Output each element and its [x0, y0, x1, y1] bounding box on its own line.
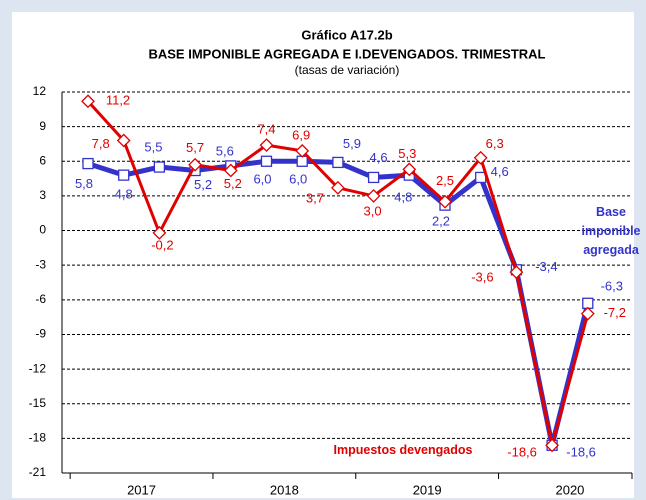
data-label: 6,0	[289, 172, 307, 187]
data-label: 4,8	[115, 187, 133, 202]
x-tick-label: 2020	[555, 482, 584, 497]
chart-title: Gráfico A17.2b	[301, 27, 392, 42]
data-label: 5,8	[75, 176, 93, 191]
y-tick-label: 3	[39, 188, 46, 202]
data-label: -18,6	[566, 445, 596, 460]
y-tick-label: -6	[35, 292, 46, 306]
marker	[330, 180, 345, 195]
legend-base: Base imponible agregada	[581, 205, 641, 257]
marker	[367, 171, 380, 184]
marker	[223, 163, 238, 178]
data-label: 5,2	[224, 176, 242, 191]
data-label: -6,3	[601, 279, 623, 294]
data-label: 4,8	[394, 190, 412, 205]
marker	[260, 155, 273, 167]
data-label: 7,8	[92, 136, 110, 151]
x-tick-label: 2019	[413, 482, 442, 497]
marker	[580, 306, 595, 321]
marker	[295, 143, 310, 158]
chart-note: (tasas de variación)	[295, 63, 400, 77]
marker	[509, 265, 524, 280]
y-tick-label: -21	[29, 465, 47, 479]
data-label: 6,0	[253, 172, 271, 187]
marker	[366, 188, 381, 203]
y-tick-label: -9	[35, 327, 46, 341]
data-label: 3,0	[364, 203, 382, 218]
data-label: 5,3	[398, 146, 416, 161]
y-tick-label: 9	[39, 119, 46, 133]
y-tick-label: -3	[35, 257, 46, 271]
data-label: -7,2	[604, 305, 626, 320]
marker	[545, 438, 560, 453]
data-label: 5,7	[186, 140, 204, 155]
data-label: 5,5	[144, 139, 162, 154]
data-label: 4,6	[491, 164, 509, 179]
data-label: -3,4	[535, 259, 557, 274]
data-label: 2,5	[436, 173, 454, 188]
y-tick-label: 0	[39, 223, 46, 237]
y-tick-label: 12	[33, 84, 47, 98]
marker	[116, 133, 131, 148]
y-tick-label: -12	[29, 361, 47, 375]
marker	[118, 169, 130, 181]
y-tick-label: 6	[39, 153, 46, 167]
marker	[153, 161, 166, 173]
data-label: 6,9	[292, 127, 310, 142]
chart-panel	[12, 12, 634, 498]
marker	[259, 138, 274, 153]
chart-subtitle: BASE IMPONIBLE AGREGADA E I.DEVENGADOS. …	[148, 46, 545, 61]
data-label: 3,7	[306, 190, 324, 205]
data-label: -3,6	[471, 270, 493, 285]
data-label: 5,6	[216, 143, 234, 158]
y-tick-label: -18	[29, 431, 47, 445]
data-label: 7,4	[257, 122, 275, 137]
data-label: 5,2	[194, 177, 212, 192]
legend-impuestos: Impuestos devengados	[333, 443, 473, 457]
data-label: 6,3	[486, 136, 504, 151]
data-label: 5,9	[343, 136, 361, 151]
marker	[402, 162, 417, 177]
data-label: 4,6	[370, 150, 388, 165]
marker	[81, 94, 95, 109]
marker	[82, 157, 94, 170]
marker	[188, 157, 203, 172]
data-label: -18,6	[507, 445, 537, 460]
data-label: 11,2	[106, 93, 130, 108]
x-tick-label: 2018	[270, 482, 299, 497]
marker	[438, 194, 452, 209]
marker	[473, 150, 488, 165]
data-label: -0,2	[151, 237, 173, 252]
y-tick-label: -15	[29, 396, 47, 410]
x-tick-label: 2017	[127, 482, 156, 497]
marker	[152, 225, 167, 240]
marker	[332, 156, 344, 169]
data-label: 2,2	[432, 214, 450, 229]
